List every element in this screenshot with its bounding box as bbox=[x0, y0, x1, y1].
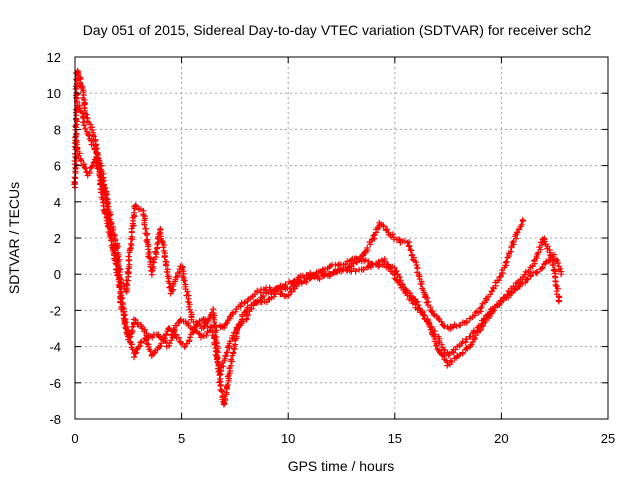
y-tick-label: -4 bbox=[49, 340, 61, 355]
x-tick-label: 0 bbox=[71, 431, 78, 446]
y-tick-label: 4 bbox=[54, 195, 61, 210]
x-tick-label: 10 bbox=[281, 431, 295, 446]
y-tick-label: 0 bbox=[54, 267, 61, 282]
y-tick-label: 2 bbox=[54, 231, 61, 246]
x-axis-title: GPS time / hours bbox=[288, 458, 395, 474]
x-tick-label: 5 bbox=[178, 431, 185, 446]
series-track-c bbox=[73, 98, 563, 408]
y-tick-label: -2 bbox=[49, 303, 61, 318]
y-tick-label: 8 bbox=[54, 122, 61, 137]
chart-title: Day 051 of 2015, Sidereal Day-to-day VTE… bbox=[83, 22, 592, 38]
y-tick-label: -8 bbox=[49, 412, 61, 427]
grid-lines bbox=[75, 57, 608, 419]
series-markers-track-c bbox=[73, 98, 563, 408]
x-tick-label: 20 bbox=[494, 431, 508, 446]
axis-ticks: 0 5 10 15 20 25 -8 -6 -4 -2 0 2 4 6 8 10 12 bbox=[47, 50, 616, 446]
y-axis-title: SDTVAR / TECUs bbox=[6, 182, 22, 294]
x-tick-label: 15 bbox=[388, 431, 402, 446]
y-tick-label: 6 bbox=[54, 159, 61, 174]
y-tick-label: -6 bbox=[49, 376, 61, 391]
y-tick-label: 10 bbox=[47, 86, 61, 101]
y-tick-label: 12 bbox=[47, 50, 61, 65]
x-tick-label: 25 bbox=[601, 431, 615, 446]
